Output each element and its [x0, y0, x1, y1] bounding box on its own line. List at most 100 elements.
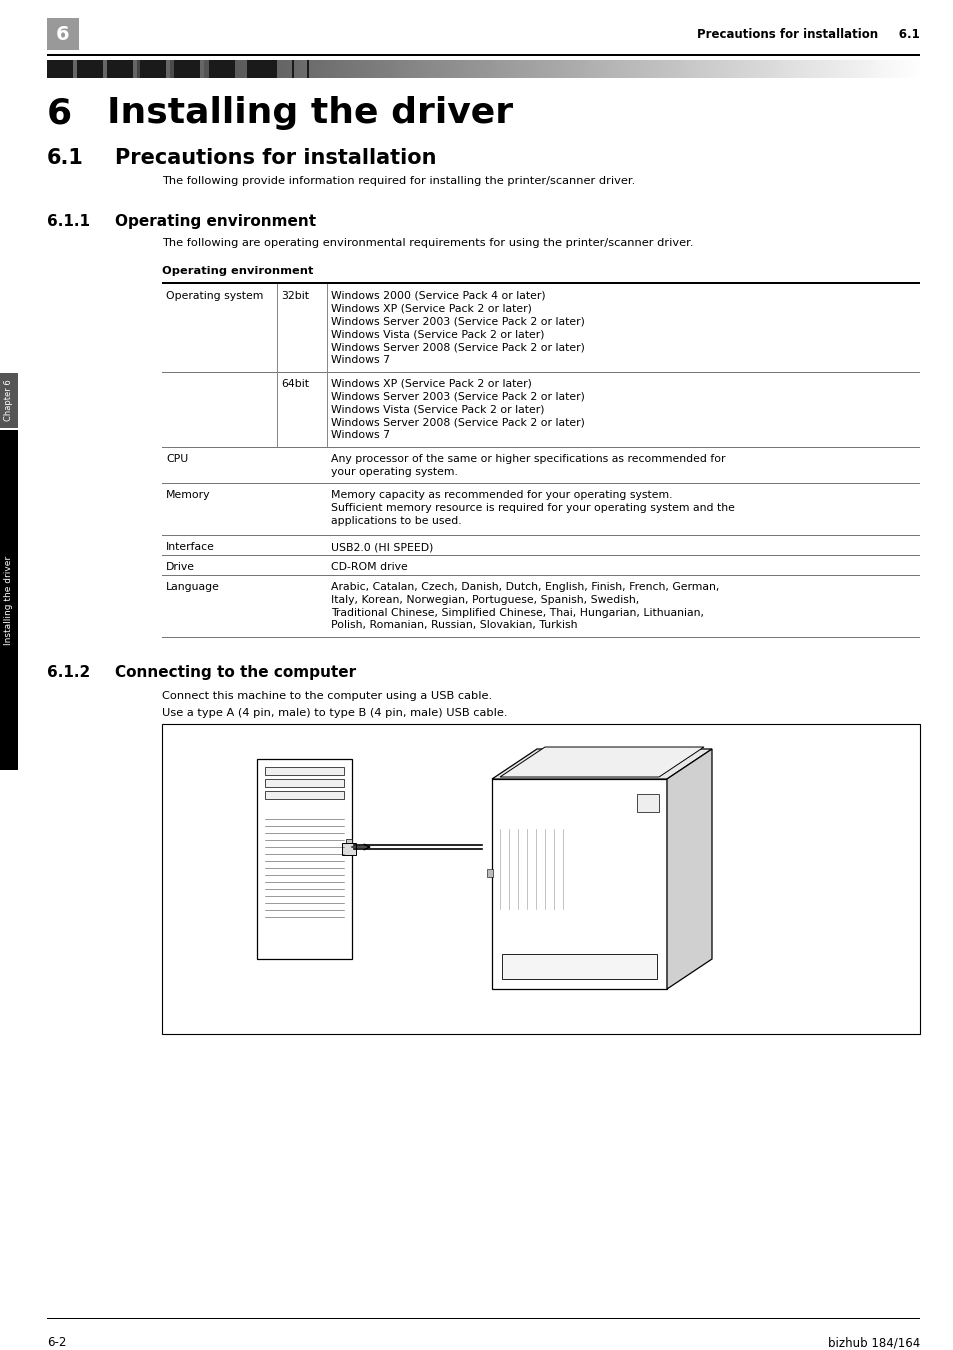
Bar — [173, 59, 179, 78]
Text: 6.1: 6.1 — [47, 148, 84, 167]
Bar — [230, 59, 235, 78]
Bar — [103, 59, 107, 78]
Bar — [697, 59, 702, 78]
Bar — [287, 59, 293, 78]
Bar — [346, 838, 352, 846]
Bar — [307, 59, 309, 78]
Bar — [213, 59, 218, 78]
Text: Operating environment: Operating environment — [162, 266, 313, 275]
Bar — [104, 59, 109, 78]
Text: Precautions for installation     6.1: Precautions for installation 6.1 — [697, 27, 919, 40]
Bar — [400, 59, 406, 78]
Bar — [884, 59, 889, 78]
Bar — [897, 59, 902, 78]
Bar — [300, 59, 305, 78]
Bar — [527, 59, 532, 78]
Bar — [683, 59, 689, 78]
Bar — [497, 59, 501, 78]
Bar — [295, 59, 301, 78]
Bar — [130, 59, 135, 78]
Bar — [378, 59, 384, 78]
Bar — [353, 59, 357, 78]
Bar — [492, 59, 497, 78]
Bar — [156, 59, 161, 78]
Bar — [182, 59, 188, 78]
Bar — [226, 59, 231, 78]
Polygon shape — [499, 747, 703, 778]
Bar — [326, 59, 332, 78]
Bar — [536, 59, 540, 78]
Bar — [836, 59, 841, 78]
Bar — [86, 59, 91, 78]
Bar — [439, 59, 445, 78]
Bar — [47, 59, 73, 78]
Bar — [265, 767, 344, 775]
Bar — [392, 59, 396, 78]
Bar — [749, 59, 755, 78]
Bar — [165, 59, 170, 78]
Bar — [784, 59, 789, 78]
Bar — [570, 59, 576, 78]
Bar — [666, 59, 672, 78]
Bar — [108, 59, 113, 78]
Bar — [260, 59, 266, 78]
Bar — [775, 59, 781, 78]
Bar — [134, 59, 139, 78]
Bar — [566, 59, 571, 78]
Bar — [221, 59, 227, 78]
Bar — [653, 59, 659, 78]
Bar — [426, 59, 432, 78]
Bar — [0, 431, 18, 770]
Bar — [417, 59, 423, 78]
Text: Language: Language — [166, 582, 219, 593]
Text: 6: 6 — [47, 96, 72, 130]
Bar — [605, 59, 611, 78]
Bar — [719, 59, 724, 78]
Bar — [77, 59, 83, 78]
Text: 64bit: 64bit — [281, 379, 309, 389]
Text: bizhub 184/164: bizhub 184/164 — [827, 1336, 919, 1349]
Text: USB2.0 (HI SPEED): USB2.0 (HI SPEED) — [331, 541, 433, 552]
Bar — [200, 59, 204, 78]
Text: Arabic, Catalan, Czech, Danish, Dutch, English, Finish, French, German,
Italy, K: Arabic, Catalan, Czech, Danish, Dutch, E… — [331, 582, 719, 630]
Bar — [815, 59, 820, 78]
Bar — [888, 59, 894, 78]
Bar — [862, 59, 868, 78]
Bar — [583, 59, 589, 78]
Bar — [51, 59, 56, 78]
Bar — [148, 59, 152, 78]
Bar — [387, 59, 393, 78]
Bar — [823, 59, 828, 78]
Bar — [588, 59, 593, 78]
Bar — [788, 59, 794, 78]
Bar — [374, 59, 379, 78]
Bar — [341, 842, 355, 855]
Text: Connecting to the computer: Connecting to the computer — [115, 666, 355, 680]
Bar — [126, 59, 131, 78]
Bar — [47, 59, 52, 78]
Bar — [514, 59, 518, 78]
Bar — [361, 59, 366, 78]
Text: CPU: CPU — [166, 454, 188, 464]
Bar — [256, 759, 352, 958]
Bar — [140, 59, 166, 78]
Bar — [710, 59, 715, 78]
Text: Windows 2000 (Service Pack 4 or later)
Windows XP (Service Pack 2 or later)
Wind: Windows 2000 (Service Pack 4 or later) W… — [331, 292, 584, 365]
Bar — [448, 59, 454, 78]
Bar — [116, 59, 122, 78]
Bar — [762, 59, 767, 78]
Bar — [740, 59, 745, 78]
Bar — [282, 59, 288, 78]
Bar — [845, 59, 850, 78]
Bar — [47, 18, 79, 50]
Bar — [732, 59, 737, 78]
Bar — [486, 869, 493, 878]
Bar — [849, 59, 855, 78]
Bar — [132, 59, 137, 78]
Bar — [637, 794, 659, 811]
Bar — [91, 59, 96, 78]
Bar — [575, 59, 580, 78]
Bar — [138, 59, 144, 78]
Text: Windows XP (Service Pack 2 or later)
Windows Server 2003 (Service Pack 2 or late: Windows XP (Service Pack 2 or later) Win… — [331, 379, 584, 440]
Bar — [121, 59, 127, 78]
